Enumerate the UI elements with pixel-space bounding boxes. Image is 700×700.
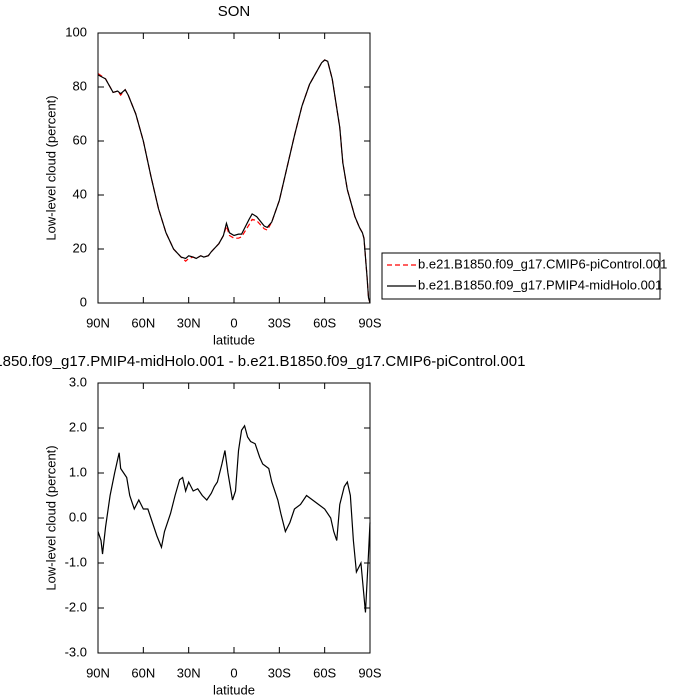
legend-box: [381, 252, 661, 300]
x-tick-label: 90N: [86, 315, 110, 330]
data-line: [97, 59, 371, 304]
x-tick-label: 90S: [358, 315, 381, 330]
chart-title: SON: [218, 3, 251, 20]
x-tick-label: 30S: [268, 665, 291, 680]
x-tick-label: 90N: [86, 665, 110, 680]
x-axis-label: latitude: [213, 682, 255, 697]
y-tick-label: 60: [73, 132, 87, 147]
plot-frame: [97, 32, 371, 304]
y-tick-label: 80: [73, 78, 87, 93]
y-tick-label: 40: [73, 186, 87, 201]
x-tick-label: 30S: [268, 315, 291, 330]
data-line: [97, 424, 371, 613]
y-axis-label: Low-level cloud (percent): [43, 95, 58, 240]
x-tick-label: 60S: [313, 315, 336, 330]
x-tick-label: 30N: [177, 665, 201, 680]
legend-label: b.e21.B1850.f09_g17.PMIP4-midHolo.001: [418, 277, 662, 292]
x-tick-label: 30N: [177, 315, 201, 330]
x-tick-label: 0: [230, 665, 237, 680]
y-tick-label: -1.0: [65, 554, 87, 569]
y-tick-label: 100: [65, 24, 87, 39]
x-tick-label: 60S: [313, 665, 336, 680]
x-tick-label: 60N: [131, 315, 155, 330]
y-tick-label: 1.0: [69, 464, 87, 479]
chart-title: b.e21.B1850.f09_g17.PMIP4-midHolo.001 - …: [0, 353, 525, 370]
x-tick-label: 0: [230, 315, 237, 330]
y-tick-label: 3.0: [69, 374, 87, 389]
y-tick-label: -2.0: [65, 599, 87, 614]
y-tick-label: 0.0: [69, 509, 87, 524]
y-axis-label: Low-level cloud (percent): [43, 445, 58, 590]
plot-frame: [97, 382, 371, 654]
legend-label: b.e21.B1850.f09_g17.CMIP6-piControl.001: [418, 256, 667, 271]
y-tick-label: 0: [80, 294, 87, 309]
x-axis-label: latitude: [213, 332, 255, 347]
y-tick-label: 2.0: [69, 419, 87, 434]
y-tick-label: 20: [73, 240, 87, 255]
y-tick-label: -3.0: [65, 644, 87, 659]
x-tick-label: 60N: [131, 665, 155, 680]
data-line: [97, 59, 371, 304]
legend: b.e21.B1850.f09_g17.CMIP6-piControl.001b…: [381, 252, 667, 300]
x-tick-label: 90S: [358, 665, 381, 680]
